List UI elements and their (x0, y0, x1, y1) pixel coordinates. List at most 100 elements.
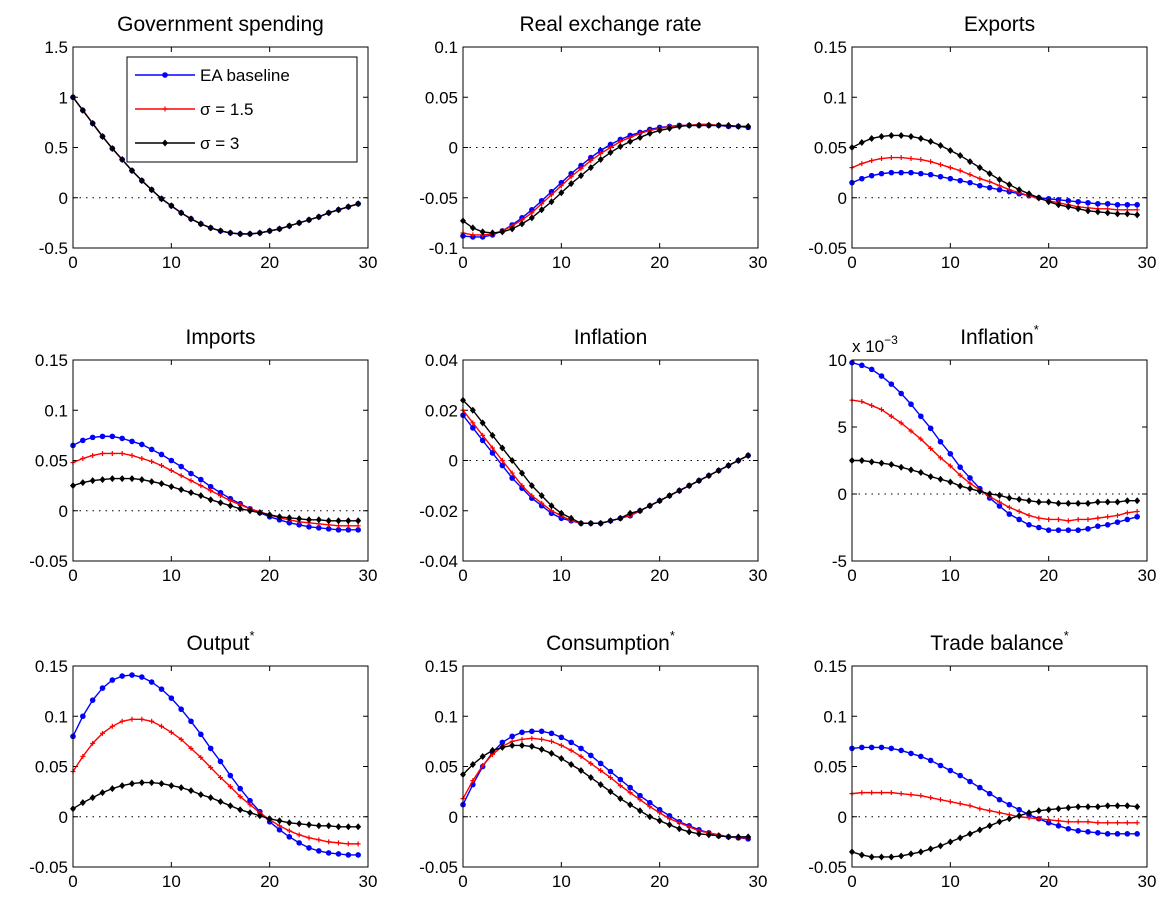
x-tick-label: 30 (359, 253, 378, 272)
marker (938, 455, 943, 461)
marker (168, 468, 174, 474)
marker (1026, 497, 1032, 505)
marker (735, 833, 742, 841)
marker (549, 192, 554, 198)
marker (656, 497, 663, 505)
marker (927, 137, 934, 145)
marker (119, 673, 125, 679)
marker (188, 215, 194, 223)
marker (336, 840, 341, 846)
marker (316, 837, 322, 843)
x-tick-label: 20 (260, 566, 279, 585)
marker (597, 519, 604, 527)
marker (1016, 508, 1022, 514)
y-tick-label: 0.1 (44, 401, 68, 420)
y-tick-label: 0.1 (44, 707, 68, 726)
marker (715, 832, 722, 840)
marker (247, 507, 253, 515)
marker (148, 679, 155, 685)
marker (326, 839, 332, 845)
marker (1026, 809, 1032, 817)
marker (227, 229, 234, 237)
marker (1124, 497, 1131, 505)
marker (947, 799, 953, 805)
marker (986, 170, 993, 178)
marker (109, 785, 116, 793)
marker (1134, 831, 1140, 837)
marker (1095, 200, 1101, 207)
marker (676, 487, 683, 495)
legend-label: σ = 3 (200, 134, 239, 153)
marker (568, 174, 574, 180)
marker (1036, 515, 1042, 521)
marker (997, 499, 1002, 505)
marker (469, 406, 476, 414)
y-tick-label: -0.05 (29, 552, 68, 571)
marker (558, 734, 565, 741)
marker (296, 515, 303, 523)
marker (296, 832, 302, 838)
marker (888, 413, 894, 419)
marker (139, 716, 145, 722)
marker (977, 182, 983, 189)
marker (335, 527, 342, 533)
marker (539, 201, 545, 207)
marker (578, 166, 584, 172)
y-tick-label: 0.05 (814, 758, 847, 777)
marker (647, 799, 653, 806)
marker (1006, 181, 1013, 189)
marker (129, 672, 135, 678)
x-tick-label: 0 (458, 872, 467, 891)
marker (355, 200, 362, 208)
marker (627, 509, 634, 517)
marker (489, 229, 496, 237)
legend-label: σ = 1.5 (200, 100, 254, 119)
x-tick-label: 20 (650, 566, 669, 585)
marker (1124, 201, 1131, 208)
marker (1095, 523, 1101, 529)
x-tick-label: 0 (847, 253, 856, 272)
marker (957, 482, 964, 490)
y-tick-label: 0.1 (434, 707, 458, 726)
marker (188, 489, 194, 497)
marker (276, 817, 283, 825)
marker (168, 457, 175, 464)
marker (986, 790, 993, 797)
legend-label: EA baseline (200, 66, 290, 85)
axes-box (851, 665, 1148, 868)
marker (178, 209, 185, 217)
marker (1055, 196, 1062, 203)
marker (588, 752, 594, 759)
y-multiplier: x 10−3 (852, 333, 898, 356)
marker (316, 848, 322, 854)
marker (109, 450, 115, 456)
marker (509, 741, 516, 749)
marker (1095, 820, 1101, 826)
marker (898, 390, 904, 397)
marker (539, 500, 545, 506)
marker (888, 131, 895, 139)
marker (927, 473, 934, 481)
marker (976, 164, 983, 172)
y-tick-label: -0.5 (39, 239, 68, 258)
marker (568, 760, 575, 768)
marker (859, 175, 865, 182)
marker (879, 407, 884, 413)
marker (178, 473, 184, 479)
marker (129, 452, 135, 458)
marker (207, 224, 214, 232)
marker (306, 524, 312, 530)
marker (1006, 815, 1013, 823)
marker (325, 850, 332, 856)
marker (918, 413, 924, 420)
marker (266, 815, 273, 823)
marker (957, 801, 963, 807)
marker (306, 216, 312, 224)
marker (499, 228, 506, 236)
marker (355, 823, 362, 831)
marker (519, 741, 525, 749)
marker (997, 183, 1002, 189)
chart-title: Output* (186, 628, 254, 655)
marker (947, 147, 954, 155)
marker (869, 403, 875, 409)
